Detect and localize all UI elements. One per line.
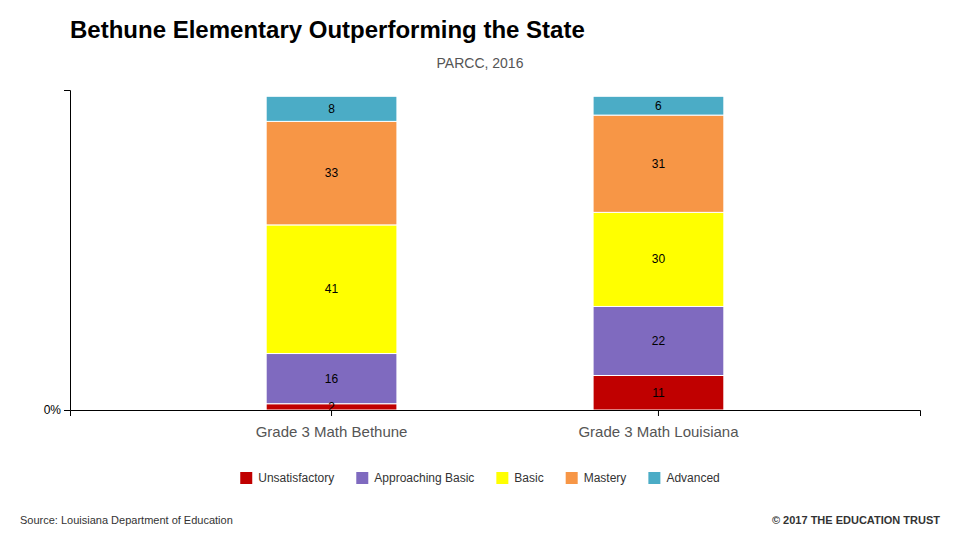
subtitle: PARCC, 2016 xyxy=(437,55,524,71)
data-label: 2 xyxy=(328,400,335,414)
x-tick-label: Grade 3 Math Bethune xyxy=(256,423,408,440)
y-tick-mark xyxy=(64,410,70,411)
x-tick: Grade 3 Math Bethune xyxy=(256,410,408,440)
legend-swatch xyxy=(240,472,252,484)
annotation: Source: Louisiana Department of Educatio… xyxy=(20,514,233,526)
x-axis-line xyxy=(71,411,921,417)
legend-swatch xyxy=(648,472,660,484)
legend-label: Basic xyxy=(514,471,543,485)
bar xyxy=(266,96,397,121)
x-axis: Grade 3 Math Bethune Grade 3 Math Louisia… xyxy=(71,410,921,440)
bar xyxy=(266,225,397,354)
legend-item: Advanced xyxy=(648,471,719,485)
data-label: 41 xyxy=(325,282,339,296)
series xyxy=(266,96,724,121)
legend-item: Basic xyxy=(496,471,543,485)
bar xyxy=(593,306,724,375)
data-label: 31 xyxy=(652,157,666,171)
annotation: © 2017 THE EDUCATION TRUST xyxy=(772,514,940,526)
chart-svg: Bethune Elementary Outperforming the Sta… xyxy=(0,0,960,540)
x-tick-mark xyxy=(658,410,659,416)
data-label: 8 xyxy=(328,102,335,116)
legend-item: Mastery xyxy=(566,471,627,485)
legend-label: Approaching Basic xyxy=(374,471,474,485)
bar xyxy=(593,96,724,115)
data-label: 22 xyxy=(652,334,666,348)
series xyxy=(266,212,724,353)
bar xyxy=(266,121,397,225)
legend-swatch xyxy=(496,472,508,484)
data-label: 30 xyxy=(652,252,666,266)
legend-item: Approaching Basic xyxy=(356,471,474,485)
data-label: 11 xyxy=(652,386,665,400)
y-tick-label: 0% xyxy=(44,403,62,417)
data-label: 33 xyxy=(325,166,339,180)
series xyxy=(266,115,724,225)
x-tick-label: Grade 3 Math Louisiana xyxy=(578,423,739,440)
legend-swatch xyxy=(356,472,368,484)
legend: Unsatisfactory Approaching Basic Basic Mast… xyxy=(240,471,720,485)
legend-label: Mastery xyxy=(584,471,627,485)
y-axis: 0% xyxy=(44,91,71,418)
y-axis-line xyxy=(64,91,71,411)
chart-container: Bethune Elementary Outperforming the Sta… xyxy=(0,0,960,540)
legend-label: Advanced xyxy=(666,471,719,485)
bar xyxy=(593,115,724,212)
data-label: 16 xyxy=(325,372,339,386)
bar xyxy=(266,354,397,404)
legend-item: Unsatisfactory xyxy=(240,471,334,485)
x-tick: Grade 3 Math Louisiana xyxy=(578,410,739,440)
data-labels: 2 11 16 22 41 30 33 31 8 6 xyxy=(325,99,666,414)
y-tick: 0% xyxy=(44,403,70,417)
title: Bethune Elementary Outperforming the Sta… xyxy=(70,16,585,43)
bars xyxy=(266,96,724,410)
legend-label: Unsatisfactory xyxy=(258,471,334,485)
bar xyxy=(593,212,724,306)
bar xyxy=(593,375,724,410)
legend-swatch xyxy=(566,472,578,484)
data-label: 6 xyxy=(655,99,662,113)
